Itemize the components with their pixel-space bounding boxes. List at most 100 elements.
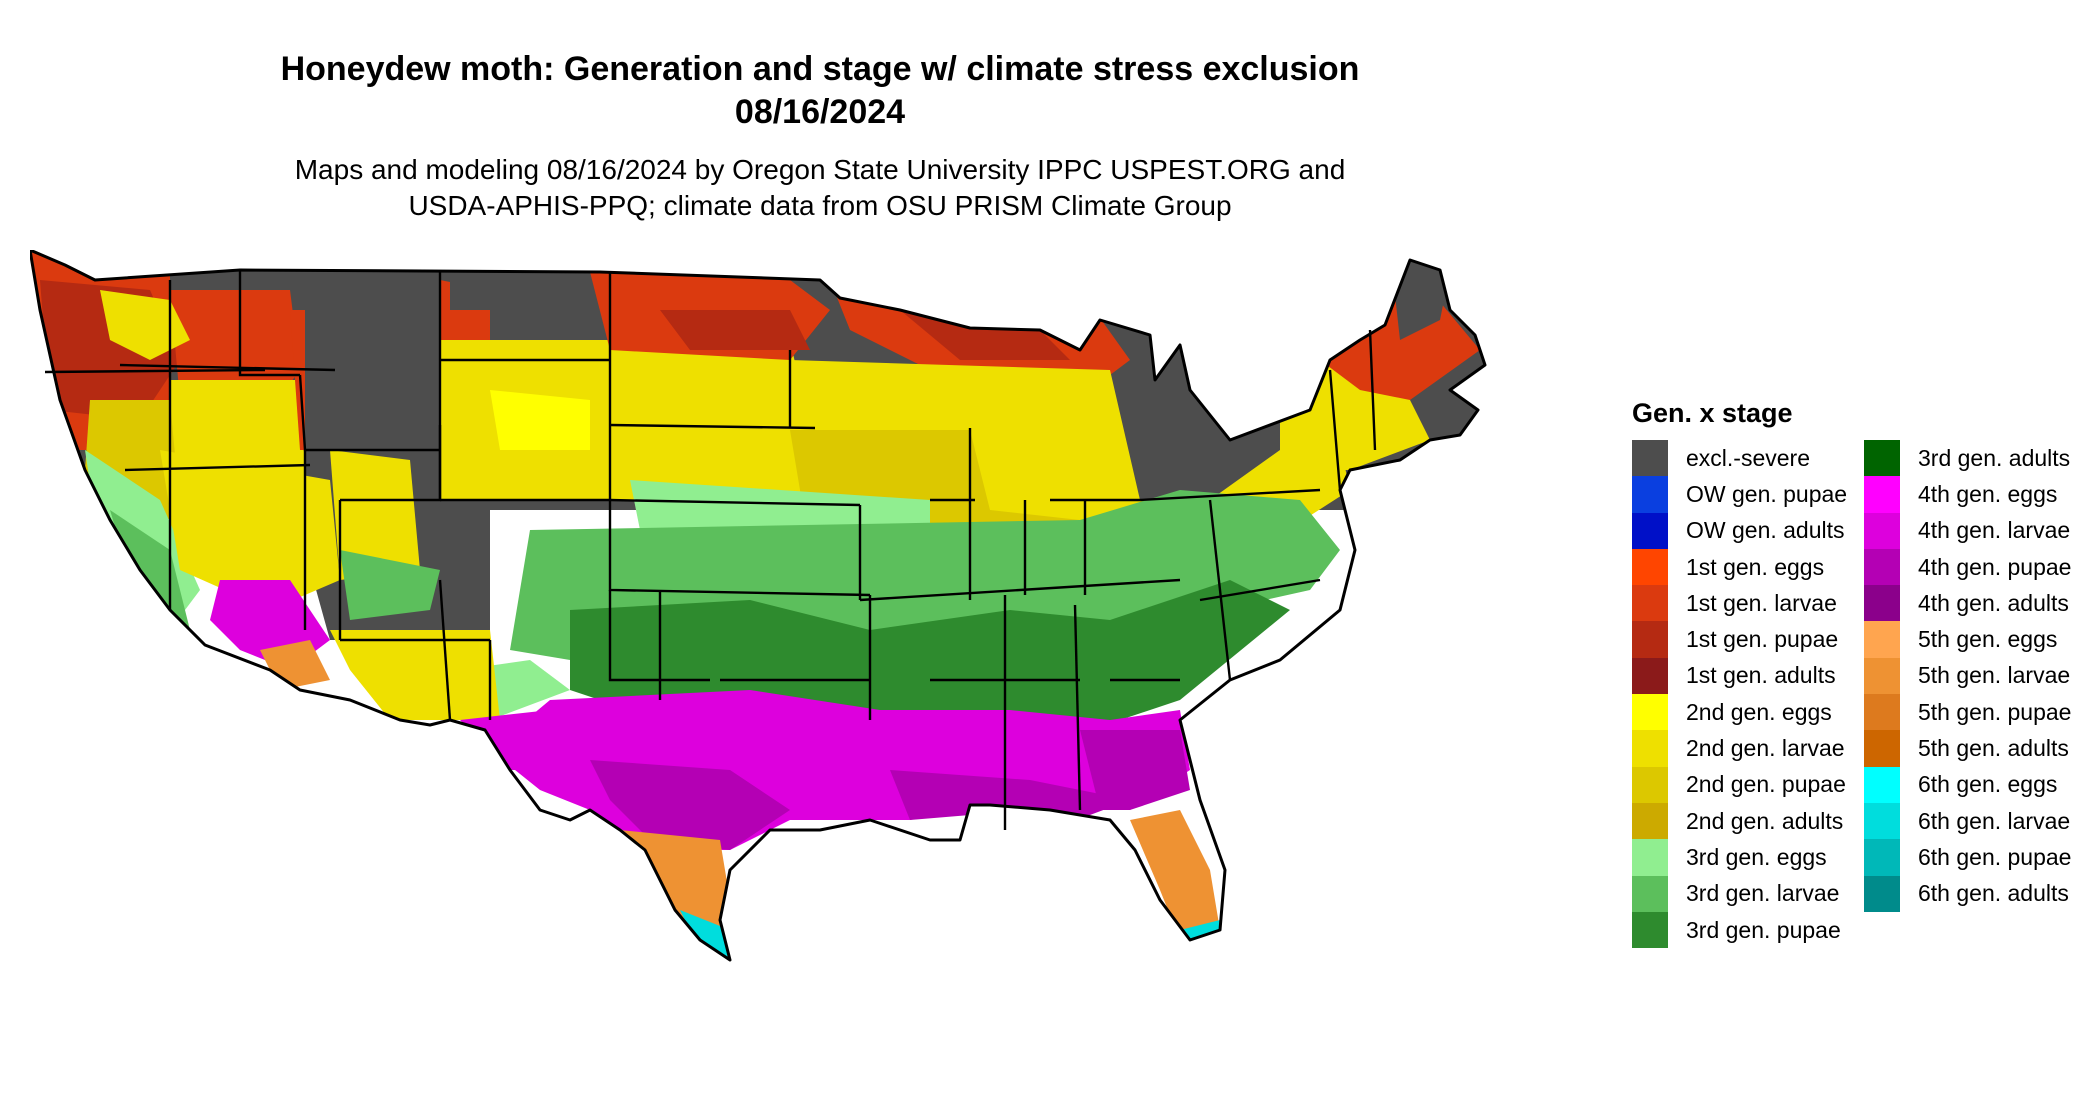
- map-region: [450, 272, 590, 310]
- legend-label: 3rd gen. eggs: [1686, 843, 1827, 870]
- map-region: [340, 550, 440, 620]
- legend-item: 4th gen. pupae: [1864, 548, 2072, 586]
- legend-item: excl.-severe: [1632, 440, 1847, 477]
- legend-item: 2nd gen. pupae: [1632, 766, 1847, 803]
- legend-item: OW gen. pupae: [1632, 476, 1848, 513]
- legend-item: 3rd gen. eggs: [1632, 839, 1847, 876]
- legend-item: 6th gen. pupae: [1864, 839, 2072, 876]
- legend-swatch: [1632, 548, 1668, 586]
- map-region: [460, 710, 570, 770]
- legend-label: 6th gen. pupae: [1918, 843, 2072, 870]
- legend-swatch: [1864, 802, 1900, 840]
- legend-swatch: [1864, 839, 1900, 876]
- map-credit-line-2: USDA-APHIS-PPQ; climate data from OSU PR…: [408, 190, 1232, 221]
- legend-item: 1st gen. adults: [1632, 657, 1847, 695]
- map-region: [330, 630, 500, 720]
- legend-swatch: [1632, 621, 1668, 658]
- legend-label: 1st gen. pupae: [1686, 626, 1839, 653]
- legend-column-1: excl.-severe OW gen. pupae OW gen. adults 1…: [1632, 440, 1848, 949]
- legend-label: 2nd gen. eggs: [1686, 698, 1832, 725]
- legend-item: 4th gen. adults: [1864, 585, 2071, 622]
- map-region: [490, 390, 590, 450]
- legend-label: 1st gen. larvae: [1686, 589, 1837, 616]
- legend-label: 1st gen. adults: [1686, 662, 1836, 689]
- legend-item: 6th gen. larvae: [1864, 802, 2071, 840]
- legend-label: 6th gen. larvae: [1918, 807, 2071, 834]
- legend-item: 5th gen. eggs: [1864, 621, 2071, 658]
- legend-label: 6th gen. eggs: [1918, 771, 2058, 798]
- map-region: [440, 340, 810, 500]
- map-region: [590, 760, 790, 850]
- legend-swatch: [1632, 440, 1668, 477]
- legend-label: 5th gen. larvae: [1918, 662, 2071, 689]
- legend-label: 2nd gen. adults: [1686, 807, 1844, 834]
- legend-title: Gen. x stage: [1632, 398, 1793, 428]
- map-title: Honeydew moth: Generation and stage w/ c…: [280, 50, 1360, 88]
- map-region: [660, 310, 810, 350]
- legend-swatch: [1632, 512, 1668, 549]
- legend-column-2: 3rd gen. adults 4th gen. eggs 4th gen. lar…: [1864, 440, 2071, 912]
- map-region: [680, 910, 730, 960]
- legend-label: 4th gen. adults: [1918, 589, 2069, 616]
- legend-label: 3rd gen. larvae: [1686, 880, 1840, 907]
- legend-item: 5th gen. larvae: [1864, 657, 2071, 695]
- legend-swatch: [1632, 694, 1668, 731]
- legend-label: 5th gen. eggs: [1918, 626, 2058, 653]
- legend-swatch: [1864, 694, 1900, 731]
- legend-swatch: [1864, 512, 1900, 549]
- map-date: 08/16/2024: [734, 93, 906, 131]
- legend-label: OW gen. adults: [1686, 517, 1845, 544]
- legend-swatch: [1632, 657, 1668, 695]
- legend-item: 6th gen. adults: [1864, 875, 2071, 912]
- legend-item: 5th gen. pupae: [1864, 694, 2072, 731]
- legend-item: 5th gen. adults: [1864, 730, 2071, 767]
- legend-swatch: [1864, 548, 1900, 586]
- legend-label: 2nd gen. pupae: [1686, 771, 1846, 798]
- legend-item: 1st gen. pupae: [1632, 621, 1847, 658]
- legend-label: 1st gen. eggs: [1686, 553, 1825, 580]
- legend-item: 2nd gen. adults: [1632, 802, 1847, 840]
- legend-item: OW gen. adults: [1632, 512, 1847, 549]
- legend-item: 3rd gen. adults: [1864, 440, 2071, 477]
- legend-item: 3rd gen. larvae: [1632, 875, 1847, 912]
- legend-swatch: [1864, 621, 1900, 658]
- legend-label: 5th gen. adults: [1918, 735, 2069, 762]
- map-region: [1130, 810, 1220, 940]
- legend-label: 2nd gen. larvae: [1686, 735, 1845, 762]
- legend-swatch: [1632, 730, 1668, 767]
- legend-swatch: [1632, 476, 1668, 513]
- map-region: [1080, 730, 1190, 810]
- legend-label: 4th gen. eggs: [1918, 480, 2058, 507]
- legend-swatch: [1864, 476, 1900, 513]
- map-region: [890, 770, 1130, 820]
- legend-swatch: [1864, 440, 1900, 477]
- legend-label: excl.-severe: [1686, 444, 1810, 471]
- legend-label: 5th gen. pupae: [1918, 698, 2072, 725]
- legend-swatch: [1632, 766, 1668, 803]
- legend-swatch: [1864, 657, 1900, 695]
- legend-label: 3rd gen. pupae: [1686, 916, 1841, 943]
- legend-label: 6th gen. adults: [1918, 880, 2069, 907]
- legend-swatch: [1632, 911, 1668, 949]
- map-region: [100, 290, 190, 360]
- legend-swatch: [1864, 875, 1900, 912]
- legend-swatch: [1632, 875, 1668, 912]
- legend-swatch: [1864, 730, 1900, 767]
- legend-label: 4th gen. larvae: [1918, 517, 2071, 544]
- legend-item: 3rd gen. pupae: [1632, 911, 1847, 949]
- legend-item: 2nd gen. larvae: [1632, 730, 1847, 767]
- map-credit-line-1: Maps and modeling 08/16/2024 by Oregon S…: [294, 154, 1346, 185]
- legend-item: 2nd gen. eggs: [1632, 694, 1847, 731]
- map-region: [160, 450, 340, 610]
- legend-swatch: [1864, 766, 1900, 803]
- map-region: [330, 450, 420, 580]
- legend-item: 1st gen. larvae: [1632, 585, 1847, 622]
- legend-item: 6th gen. eggs: [1864, 766, 2071, 803]
- legend-label: 3rd gen. adults: [1918, 444, 2071, 471]
- legend-item: 4th gen. eggs: [1864, 476, 2071, 513]
- legend-label: OW gen. pupae: [1686, 480, 1848, 507]
- legend-swatch: [1632, 585, 1668, 622]
- legend-item: 1st gen. eggs: [1632, 548, 1847, 586]
- legend-label: 4th gen. pupae: [1918, 553, 2072, 580]
- legend-swatch: [1632, 839, 1668, 876]
